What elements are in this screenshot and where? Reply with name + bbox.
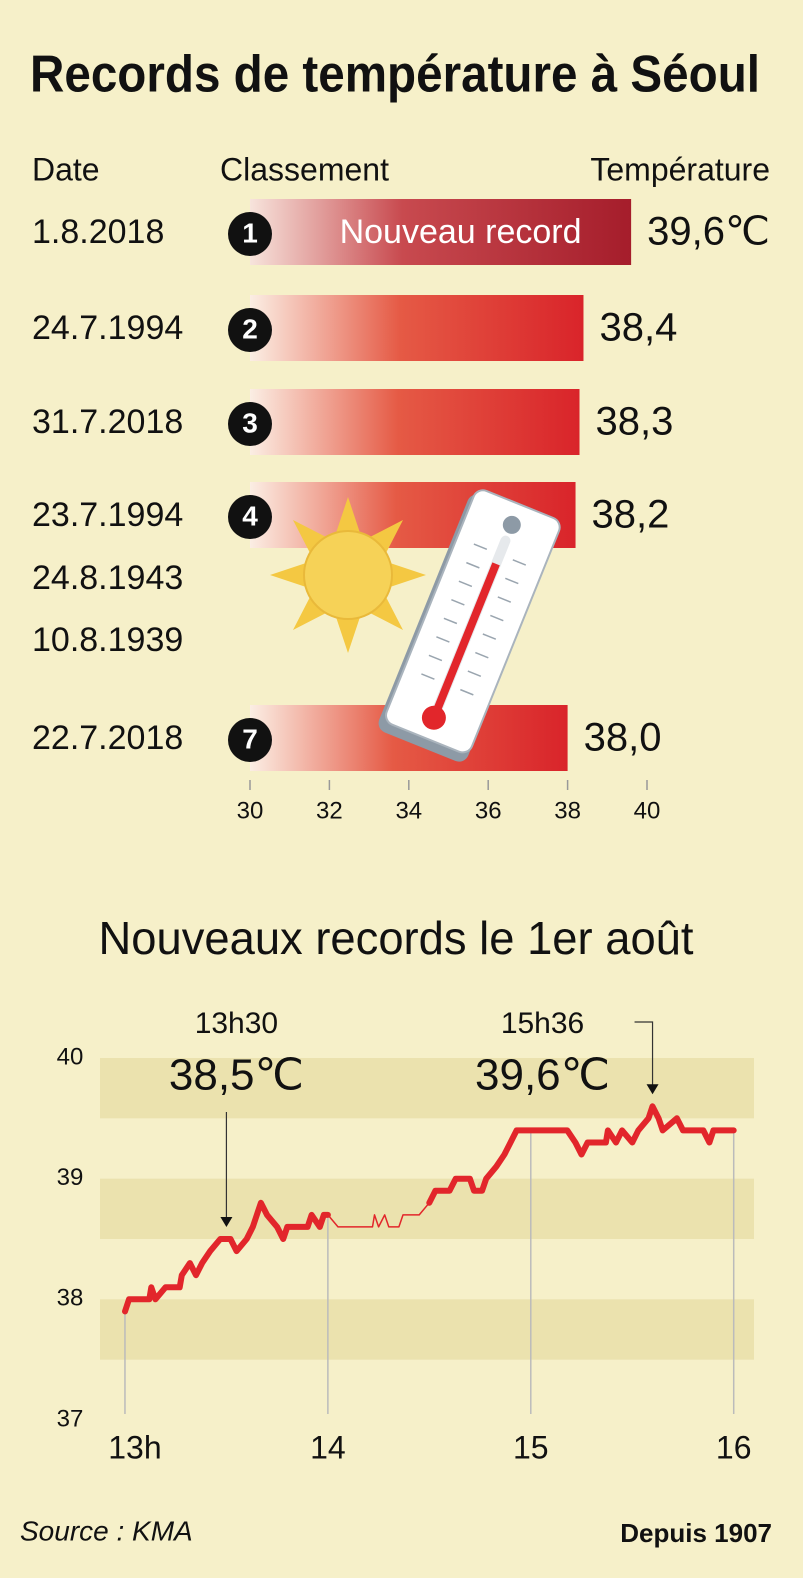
x-tick-label: 32	[316, 797, 343, 824]
y-tick-label: 39	[57, 1164, 84, 1191]
footer-note: Depuis 1907	[620, 1518, 772, 1548]
column-header: Température	[590, 151, 770, 187]
arrow-head	[220, 1217, 233, 1227]
rank-badge	[228, 402, 272, 446]
y-tick-label: 38	[57, 1285, 84, 1312]
value-label: 38,3	[596, 400, 674, 444]
title: Records de température à Séoul	[30, 46, 760, 104]
rank-label: 2	[242, 313, 258, 344]
x-tick-label: 30	[237, 797, 264, 824]
y-tick-label: 37	[57, 1405, 84, 1432]
date-label: 10.8.1939	[32, 621, 183, 659]
arrow-head	[646, 1084, 659, 1095]
temperature-line	[426, 1103, 737, 1206]
annotation-time: 15h36	[501, 1007, 584, 1040]
date-label: 31.7.2018	[32, 403, 183, 441]
bar	[250, 295, 584, 361]
date-label: 22.7.2018	[32, 719, 183, 757]
x-tick-label: 13h	[108, 1429, 161, 1465]
band	[100, 1299, 754, 1360]
rank-label: 3	[242, 407, 258, 438]
date-label: 24.7.1994	[32, 309, 183, 347]
rank-label: 7	[242, 723, 258, 754]
date-label: 23.7.1994	[32, 496, 183, 534]
band	[100, 1058, 754, 1119]
annotation-value: 38,5℃	[169, 1051, 304, 1100]
source: Source : KMA	[20, 1515, 193, 1546]
bar-annotation: Nouveau record	[340, 213, 582, 251]
x-tick-label: 34	[395, 797, 422, 824]
chart-title: Nouveaux records le 1er août	[99, 912, 694, 964]
temperature-line	[122, 1199, 331, 1315]
column-header: Date	[32, 151, 100, 187]
value-label: 38,0	[584, 716, 662, 760]
rank-badge	[228, 212, 272, 256]
rank-label: 4	[242, 500, 258, 531]
x-tick-label: 16	[716, 1429, 752, 1465]
value-label: 39,6℃	[647, 210, 770, 254]
rank-badge	[228, 308, 272, 352]
rank-badge	[228, 495, 272, 539]
x-tick-label: 38	[554, 797, 581, 824]
x-tick-label: 14	[310, 1429, 346, 1465]
band	[100, 1178, 754, 1239]
bar	[250, 389, 580, 455]
x-tick-label: 36	[475, 797, 502, 824]
x-tick-label: 15	[513, 1429, 549, 1465]
value-label: 38,2	[592, 493, 670, 537]
thermometer-icon	[378, 489, 561, 762]
rank-label: 1	[242, 217, 258, 248]
annotation-time: 13h30	[195, 1007, 278, 1040]
annotation-arrow	[634, 1021, 654, 1087]
temperature-line	[327, 1202, 431, 1228]
bar	[250, 199, 632, 265]
x-tick-label: 40	[634, 797, 661, 824]
date-label: 1.8.2018	[32, 213, 164, 251]
rank-badge	[228, 718, 272, 762]
value-label: 38,4	[599, 306, 677, 350]
annotation-value: 39,6℃	[475, 1051, 610, 1100]
column-header: Classement	[220, 151, 389, 187]
ranking-chart: Date Classement Température 1.8.2018 Nouveau…	[32, 151, 770, 824]
y-tick-label: 40	[57, 1043, 84, 1070]
line-chart: Nouveaux records le 1er août 37 38 39 40 13h 1…	[57, 912, 754, 1465]
sun-icon	[270, 497, 426, 653]
date-label: 24.8.1943	[32, 559, 183, 597]
